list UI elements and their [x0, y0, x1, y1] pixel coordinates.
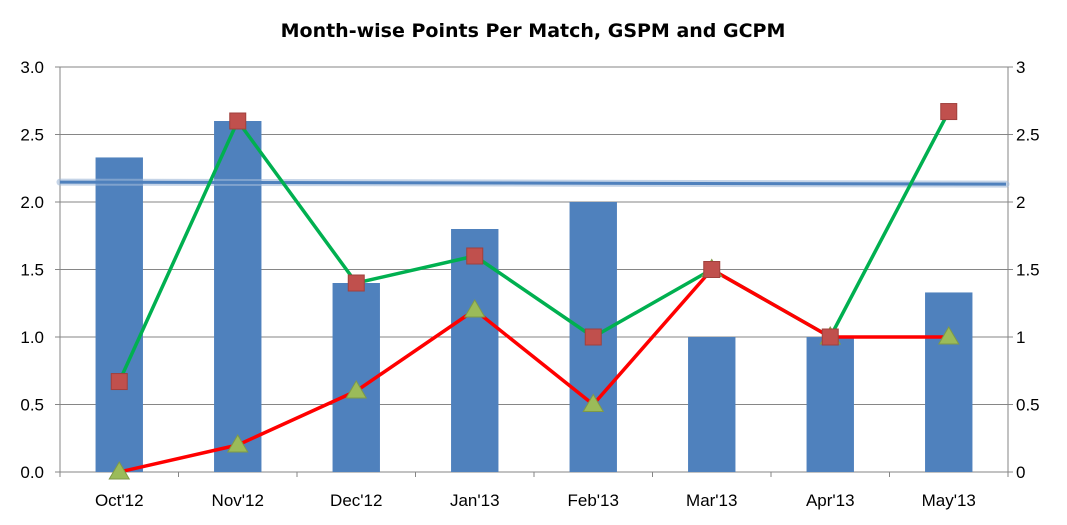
series-markers — [108, 103, 960, 480]
x-axis: Oct'12 Nov'12 Dec'12 Jan'13 Feb'13 Mar'13 Apr'… — [59, 472, 1009, 510]
bar — [332, 283, 380, 472]
line-series — [117, 110, 951, 474]
x-axis-tick-label: Oct'12 — [95, 491, 144, 510]
triangle-marker — [582, 393, 605, 412]
series-line — [118, 267, 949, 474]
right-axis: 0 0.5 1 1.5 2 2.5 3 — [1008, 58, 1040, 482]
left-axis: 0.0 0.5 1.0 1.5 2.0 2.5 3.0 — [20, 58, 60, 482]
reference-line-stroke — [59, 180, 1007, 186]
x-axis-tick-label: Mar'13 — [686, 491, 737, 510]
left-axis-tick-label: 2.0 — [20, 193, 44, 212]
x-axis-tick-label: Dec'12 — [330, 491, 382, 510]
triangle-marker — [463, 299, 486, 318]
square-marker — [703, 261, 721, 278]
triangle-marker — [937, 326, 960, 345]
right-axis-tick-label: 1 — [1016, 328, 1025, 347]
square-marker — [584, 328, 602, 346]
x-axis-tick-label: May'13 — [922, 491, 976, 510]
triangle-marker — [226, 434, 249, 453]
triangle-marker — [345, 380, 368, 399]
x-axis-tick-label: Apr'13 — [806, 491, 855, 510]
left-axis-tick-label: 0.5 — [20, 396, 44, 415]
right-axis-tick-label: 2 — [1016, 193, 1025, 212]
left-axis-tick-label: 2.5 — [20, 126, 44, 145]
bar — [688, 337, 736, 472]
right-axis-tick-label: 0 — [1016, 463, 1025, 482]
x-axis-tick-label: Jan'13 — [450, 491, 500, 510]
left-axis-tick-label: 1.5 — [20, 261, 44, 280]
square-marker — [821, 328, 839, 346]
right-axis-tick-label: 2.5 — [1016, 126, 1040, 145]
bar — [95, 157, 143, 472]
reference-line — [56, 178, 1010, 188]
left-axis-tick-label: 1.0 — [20, 328, 44, 347]
x-axis-tick-label: Feb'13 — [568, 491, 619, 510]
left-axis-tick-label: 3.0 — [20, 58, 44, 77]
bar — [925, 292, 973, 472]
square-marker — [940, 103, 958, 121]
x-axis-tick-label: Nov'12 — [212, 491, 264, 510]
bar — [451, 229, 499, 472]
right-axis-tick-label: 1.5 — [1016, 261, 1040, 280]
square-marker — [229, 112, 247, 130]
bar — [806, 337, 854, 472]
chart-title: Month-wise Points Per Match, GSPM and GC… — [281, 20, 786, 42]
left-axis-tick-label: 0.0 — [20, 463, 44, 482]
square-marker — [466, 247, 484, 265]
bar — [214, 121, 262, 472]
square-marker — [347, 274, 365, 292]
square-marker — [110, 373, 128, 391]
right-axis-tick-label: 3 — [1016, 58, 1025, 77]
triangle-marker — [108, 461, 131, 480]
right-axis-tick-label: 0.5 — [1016, 396, 1040, 415]
